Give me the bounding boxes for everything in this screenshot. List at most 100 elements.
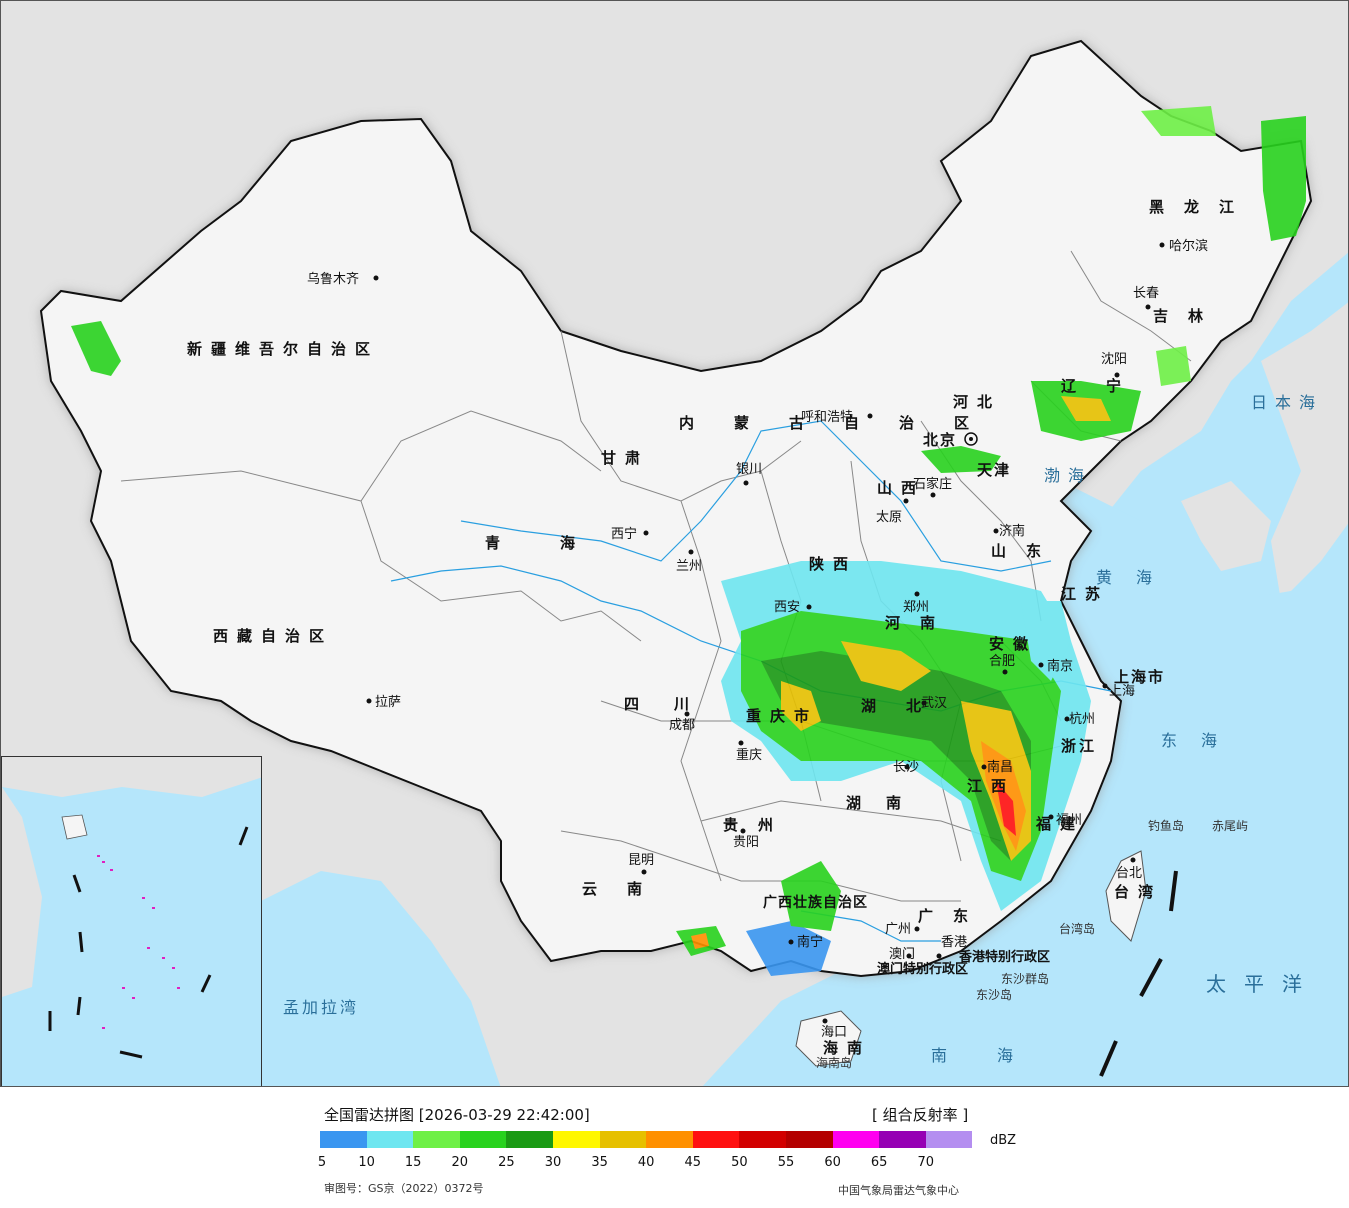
inset-canvas bbox=[2, 757, 261, 1059]
city-label-chongqing: 重庆 bbox=[736, 747, 762, 763]
city-label-macau: 澳门 bbox=[889, 946, 915, 962]
city-label-guangzhou: 广州 bbox=[885, 922, 911, 937]
bay-of-bengal bbox=[261, 871, 501, 1086]
city-label-shanghai: 上海 bbox=[1109, 684, 1135, 699]
city-labels: 乌鲁木齐 拉萨 西宁 兰州 银川 呼和浩特 太原 石家庄 济南 郑州 西安 成都… bbox=[307, 238, 1208, 1040]
color-scale-bar bbox=[320, 1131, 973, 1148]
sea-labels: 日本海 渤海 黄海 东海 太平洋 南海 孟加拉湾 bbox=[283, 393, 1315, 1065]
city-label-taipei: 台北 bbox=[1116, 866, 1142, 881]
region-label-heilongjiang: 黑龙江 bbox=[1149, 198, 1254, 216]
region-label-hubei: 湖北 bbox=[861, 697, 951, 715]
echo-jiangsu bbox=[1021, 601, 1071, 681]
legend-swatch bbox=[832, 1131, 880, 1148]
sea-label-bohai: 渤海 bbox=[1044, 466, 1092, 485]
map-canvas: 新疆维吾尔自治区 西藏自治区 青海 甘肃 内蒙古自治区 黑龙江 吉林 辽宁 河北… bbox=[1, 1, 1348, 1086]
sea-label-south: 南海 bbox=[931, 1046, 1063, 1065]
region-label-shanghai: 上海市 bbox=[1114, 668, 1165, 686]
legend-tick-label: 40 bbox=[637, 1155, 655, 1170]
legend-tick-label: 70 bbox=[917, 1155, 935, 1170]
region-label-chongqing: 重庆市 bbox=[746, 707, 818, 725]
island-labels: 钓鱼岛 赤尾屿 东沙群岛 东沙岛 海南岛 台湾岛 香港特别行政区 澳门特别行政区 bbox=[816, 818, 1248, 1070]
region-label-taiwan: 台湾 bbox=[1114, 883, 1162, 901]
legend-tick-label: 30 bbox=[544, 1155, 562, 1170]
region-label-gansu: 甘肃 bbox=[601, 449, 649, 467]
city-label-chengdu: 成都 bbox=[669, 718, 695, 733]
island-label-dongsha-islands: 东沙群岛 bbox=[1001, 971, 1049, 986]
legend-swatch bbox=[925, 1131, 973, 1148]
region-label-shaanxi: 陕西 bbox=[809, 555, 857, 573]
region-label-zhejiang: 浙江 bbox=[1061, 737, 1097, 755]
city-label-lanzhou: 兰州 bbox=[676, 559, 702, 574]
city-label-yinchuan: 银川 bbox=[736, 462, 762, 477]
region-label-fujian: 福建 bbox=[1035, 815, 1084, 833]
region-label-sichuan: 四川 bbox=[624, 695, 724, 713]
city-label-lhasa: 拉萨 bbox=[375, 695, 401, 710]
city-label-guiyang: 贵阳 bbox=[733, 835, 759, 850]
city-label-harbin: 哈尔滨 bbox=[1169, 238, 1208, 254]
radar-echoes bbox=[71, 106, 1306, 976]
map-approval-number: 审图号：GS京（2022）0372号 bbox=[324, 1182, 484, 1195]
legend-product-label: [ 组合反射率 ] bbox=[872, 1106, 969, 1124]
echo-hlj-green bbox=[1261, 116, 1306, 241]
eastern-sea bbox=[881, 471, 1348, 1086]
maritime-dashes bbox=[1099, 870, 1178, 1077]
city-label-hefei: 合肥 bbox=[989, 654, 1015, 669]
legend-swatch bbox=[599, 1131, 647, 1148]
legend-tick-label: 15 bbox=[404, 1155, 422, 1170]
legend-tick-label: 60 bbox=[824, 1155, 841, 1170]
region-label-anhui: 安徽 bbox=[989, 635, 1037, 653]
region-label-neimenggu: 内蒙古自治区 bbox=[679, 414, 1009, 432]
legend-tick-label: 35 bbox=[591, 1155, 608, 1170]
city-label-wuhan: 武汉 bbox=[921, 696, 947, 711]
region-label-beijing: 北京 bbox=[923, 431, 957, 449]
city-label-taiyuan: 太原 bbox=[876, 510, 902, 525]
region-label-qinghai: 青海 bbox=[485, 534, 635, 552]
region-label-guangxi: 广西壮族自治区 bbox=[763, 894, 868, 911]
region-label-liaoning: 辽宁 bbox=[1061, 377, 1151, 395]
city-markers bbox=[366, 242, 1165, 1024]
echo-hlj-top bbox=[1141, 106, 1216, 136]
region-label-jilin: 吉林 bbox=[1153, 307, 1223, 325]
legend-tick-label: 5 bbox=[317, 1155, 327, 1170]
city-label-haikou: 海口 bbox=[821, 1025, 847, 1040]
city-label-kunming: 昆明 bbox=[628, 853, 654, 868]
legend-tick-label: 65 bbox=[870, 1155, 888, 1170]
legend-swatch bbox=[459, 1131, 507, 1148]
echo-jiangxi-red bbox=[996, 781, 1016, 836]
legend-title: 全国雷达拼图 [2026-03-29 22:42:00] bbox=[324, 1106, 590, 1124]
sar-label-macau: 澳门特别行政区 bbox=[877, 961, 968, 977]
legend-swatch bbox=[320, 1131, 367, 1148]
legend-tick-label: 25 bbox=[498, 1155, 515, 1170]
sea-label-east: 东海 bbox=[1161, 731, 1241, 750]
city-label-shenyang: 沈阳 bbox=[1101, 352, 1127, 367]
echo-ne-yellow bbox=[1061, 396, 1111, 421]
taiwan-island-shape bbox=[1105, 850, 1147, 942]
island-label-diaoyu: 钓鱼岛 bbox=[1148, 818, 1184, 833]
legend-swatch bbox=[692, 1131, 740, 1148]
echo-hebei bbox=[921, 446, 1001, 473]
legend-swatch bbox=[506, 1131, 553, 1148]
legend-tick-label: 45 bbox=[684, 1155, 702, 1170]
island-label-taiwan: 台湾岛 bbox=[1059, 921, 1095, 936]
hainan-island-shape bbox=[795, 1010, 862, 1067]
city-label-nanjing: 南京 bbox=[1047, 658, 1073, 674]
city-label-fuzhou: 福州 bbox=[1056, 813, 1082, 828]
legend-swatch bbox=[552, 1131, 600, 1148]
region-label-xinjiang: 新疆维吾尔自治区 bbox=[187, 340, 379, 358]
city-label-zhengzhou: 郑州 bbox=[903, 600, 929, 615]
city-label-nanning: 南宁 bbox=[797, 934, 823, 950]
echo-guangxi-blue bbox=[746, 921, 831, 976]
echo-chongqing-yellow bbox=[781, 681, 821, 731]
sar-label-hongkong: 香港特别行政区 bbox=[958, 949, 1050, 965]
south-china-sea-inset bbox=[1, 756, 262, 1086]
echo-xinjiang bbox=[71, 321, 121, 376]
city-label-shijiazhuang: 石家庄 bbox=[913, 476, 952, 492]
island-label-hainan: 海南岛 bbox=[816, 1055, 852, 1070]
city-label-xian: 西安 bbox=[774, 600, 800, 615]
region-label-xizang: 西藏自治区 bbox=[213, 627, 333, 645]
legend-tick-label: 50 bbox=[731, 1155, 748, 1170]
radar-map: 新疆维吾尔自治区 西藏自治区 青海 甘肃 内蒙古自治区 黑龙江 吉林 辽宁 河北… bbox=[0, 0, 1349, 1087]
legend-swatch bbox=[739, 1131, 786, 1148]
city-label-changsha: 长沙 bbox=[893, 760, 919, 775]
region-label-shanxi: 山西 bbox=[877, 479, 925, 497]
